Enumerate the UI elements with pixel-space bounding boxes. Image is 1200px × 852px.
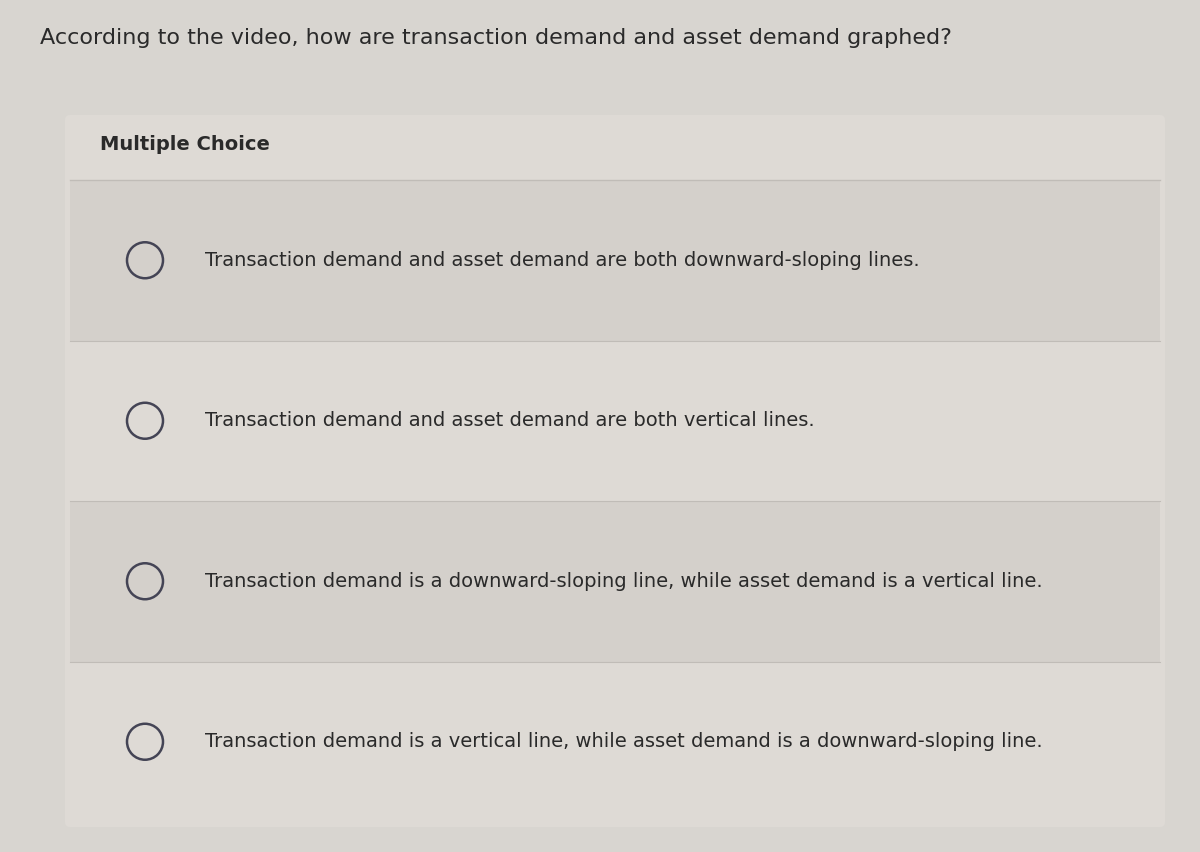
Text: According to the video, how are transaction demand and asset demand graphed?: According to the video, how are transact… xyxy=(40,28,952,48)
Text: Multiple Choice: Multiple Choice xyxy=(100,135,270,154)
FancyBboxPatch shape xyxy=(65,115,1165,827)
Circle shape xyxy=(127,403,163,439)
FancyBboxPatch shape xyxy=(70,341,1160,501)
Text: Transaction demand is a vertical line, while asset demand is a downward-sloping : Transaction demand is a vertical line, w… xyxy=(205,732,1043,751)
Circle shape xyxy=(127,242,163,279)
FancyBboxPatch shape xyxy=(70,501,1160,661)
FancyBboxPatch shape xyxy=(70,661,1160,822)
FancyBboxPatch shape xyxy=(70,180,1160,341)
Circle shape xyxy=(127,563,163,599)
Text: Transaction demand and asset demand are both vertical lines.: Transaction demand and asset demand are … xyxy=(205,412,815,430)
Text: Transaction demand and asset demand are both downward-sloping lines.: Transaction demand and asset demand are … xyxy=(205,250,919,270)
Text: Transaction demand is a downward-sloping line, while asset demand is a vertical : Transaction demand is a downward-sloping… xyxy=(205,572,1043,590)
Circle shape xyxy=(127,723,163,760)
